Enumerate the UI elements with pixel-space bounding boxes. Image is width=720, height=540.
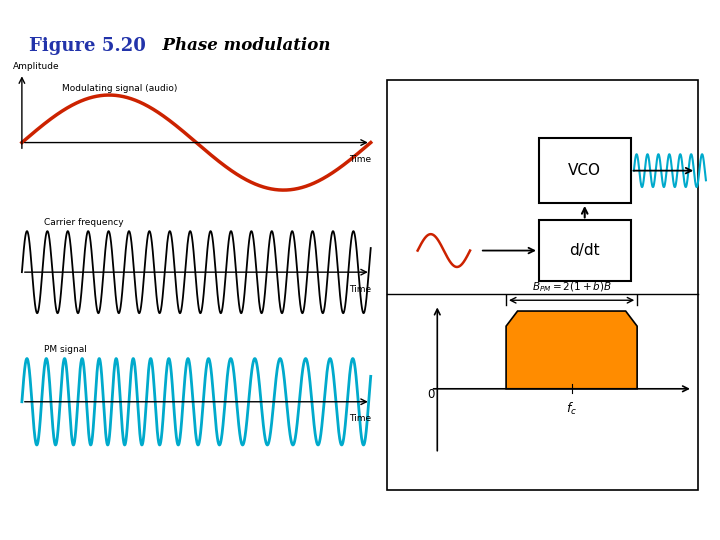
FancyBboxPatch shape <box>539 220 631 281</box>
FancyBboxPatch shape <box>387 80 698 490</box>
Text: Carrier frequency: Carrier frequency <box>44 218 124 227</box>
Text: Time: Time <box>348 414 371 423</box>
Text: $f_c$: $f_c$ <box>566 401 577 417</box>
Polygon shape <box>506 311 637 389</box>
Text: $B_{PM} = 2(1 + b)B$: $B_{PM} = 2(1 + b)B$ <box>531 280 611 294</box>
Text: Modulating signal (audio): Modulating signal (audio) <box>63 84 178 93</box>
Text: Phase modulation: Phase modulation <box>151 37 330 55</box>
Text: 0: 0 <box>428 388 435 401</box>
FancyBboxPatch shape <box>539 138 631 203</box>
Text: Figure 5.20: Figure 5.20 <box>29 37 145 55</box>
Text: Time: Time <box>348 155 371 164</box>
Text: d/dt: d/dt <box>570 243 600 258</box>
Text: Amplitude: Amplitude <box>13 62 59 71</box>
Text: VCO: VCO <box>568 163 601 178</box>
Text: PM signal: PM signal <box>44 345 87 354</box>
Text: Time: Time <box>348 285 371 294</box>
